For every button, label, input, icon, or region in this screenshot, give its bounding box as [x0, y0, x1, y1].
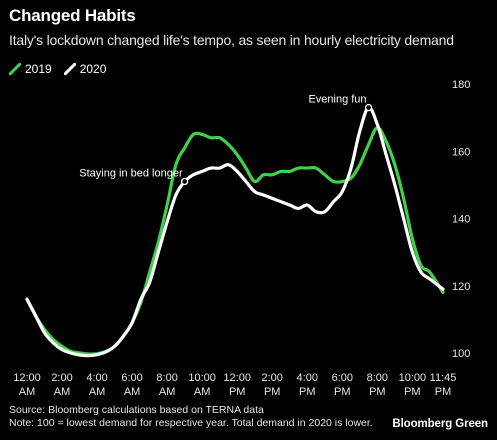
x-tick-label-7-1: PM — [264, 386, 281, 398]
x-tick-label-1-1: AM — [54, 386, 71, 398]
annotation-marker-1 — [364, 103, 373, 112]
annotation-label-1: Evening fun — [308, 94, 366, 106]
x-tick-label-12-1: PM — [435, 386, 452, 398]
legend-label-2020: 2020 — [79, 62, 107, 76]
y-tick-label-160: 160 — [452, 146, 470, 158]
chart-subtitle: Italy's lockdown changed life's tempo, a… — [9, 32, 454, 48]
x-tick-label-1-0: 2:00 — [51, 372, 72, 384]
y-tick-label-140: 140 — [452, 214, 470, 226]
x-tick-label-7-0: 2:00 — [262, 372, 283, 384]
x-tick-label-9-0: 6:00 — [332, 372, 353, 384]
x-tick-label-2-1: AM — [89, 386, 106, 398]
annotation-label-0: Staying in bed longer — [79, 168, 183, 180]
y-tick-label-100: 100 — [452, 348, 470, 360]
legend-label-2019: 2019 — [25, 62, 52, 76]
legend: 2019 2020 — [9, 62, 118, 76]
series-line-2020 — [25, 105, 445, 358]
x-tick-label-4-1: AM — [159, 386, 176, 398]
x-tick-label-11-1: PM — [404, 386, 421, 398]
x-tick-label-8-1: PM — [299, 386, 316, 398]
x-tick-label-9-1: PM — [334, 386, 351, 398]
chart-footer: Source: Bloomberg calculations based on … — [9, 404, 373, 430]
y-tick-label-120: 120 — [452, 281, 470, 293]
x-tick-label-3-0: 6:00 — [121, 372, 142, 384]
x-tick-label-2-0: 4:00 — [86, 372, 107, 384]
legend-swatch-2019 — [9, 63, 21, 75]
source-note: Source: Bloomberg calculations based on … — [9, 404, 264, 416]
x-tick-label-0-0: 12:00 — [13, 372, 41, 384]
x-tick-label-4-0: 8:00 — [156, 372, 177, 384]
legend-item-2019: 2019 — [9, 62, 52, 76]
y-tick-label-180: 180 — [452, 79, 470, 91]
x-tick-label-10-0: 8:00 — [367, 372, 388, 384]
x-tick-label-10-1: PM — [369, 386, 386, 398]
chart-title: Changed Habits — [9, 6, 136, 25]
x-tick-label-3-1: AM — [124, 386, 141, 398]
x-tick-label-11-0: 10:00 — [399, 372, 427, 384]
series-line-2019 — [25, 126, 445, 356]
x-tick-label-0-1: AM — [19, 386, 36, 398]
x-tick-label-8-0: 4:00 — [297, 372, 318, 384]
legend-swatch-2020 — [63, 63, 76, 75]
x-tick-label-6-0: 12:00 — [223, 372, 251, 384]
x-tick-label-5-1: AM — [194, 386, 211, 398]
x-tick-label-5-0: 10:00 — [188, 372, 216, 384]
x-tick-label-12-0: 11:45 — [430, 372, 457, 384]
brand-logo-text: Bloomberg Green — [392, 418, 488, 430]
line-chart: 100 120 140 160 180 12:00 AM 2:00 AM 4:00 AM 6:00 AM… — [13, 79, 470, 398]
footnote: Note: 100 = lowest demand for respective… — [9, 417, 373, 429]
x-tick-label-6-1: PM — [229, 386, 246, 398]
annotation-marker-0 — [180, 177, 189, 186]
legend-item-2020: 2020 — [63, 62, 107, 76]
